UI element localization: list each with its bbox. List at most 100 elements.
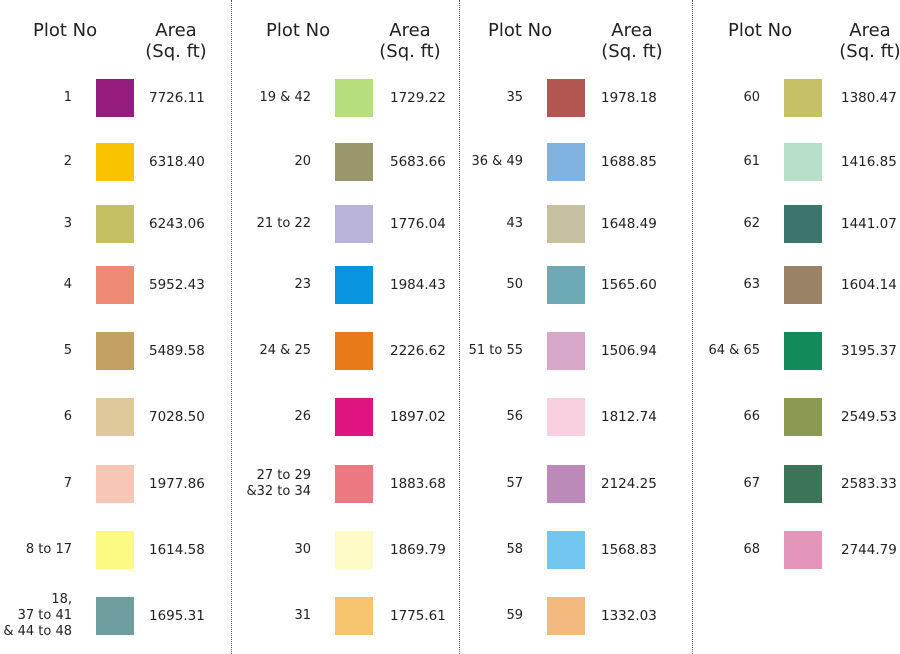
area-value: 2583.33	[841, 476, 897, 492]
color-swatch	[547, 465, 585, 503]
color-swatch	[96, 79, 134, 117]
legend-row: 24 & 25 2226.62	[231, 332, 461, 370]
color-swatch	[784, 332, 822, 370]
legend-row: 36 & 49 1688.85	[459, 143, 689, 181]
color-swatch	[96, 143, 134, 181]
plot-number: 30	[294, 542, 311, 557]
area-header-line2: (Sq. ft)	[145, 41, 207, 62]
plot-number: 61	[743, 154, 760, 169]
plot-number: 58	[506, 542, 523, 557]
area-value: 1883.68	[390, 476, 446, 492]
area-value: 2744.79	[841, 542, 897, 558]
area-header-line1: Area	[389, 20, 431, 41]
area-value: 1648.49	[601, 216, 657, 232]
color-swatch	[784, 465, 822, 503]
area-value: 1380.47	[841, 90, 897, 106]
area-value: 1332.03	[601, 608, 657, 624]
plot-number: 26	[294, 409, 311, 424]
area-header-line1: Area	[611, 20, 653, 41]
plot-no-header: Plot No	[488, 20, 553, 41]
plot-number: 5	[63, 343, 72, 358]
area-value: 1565.60	[601, 277, 657, 293]
legend-row: 51 to 55 1506.94	[459, 332, 689, 370]
color-swatch	[96, 465, 134, 503]
plot-number: 51 to 55	[468, 343, 523, 358]
legend-row: 6 7028.50	[0, 398, 230, 436]
area-value: 1977.86	[149, 476, 205, 492]
color-swatch	[547, 332, 585, 370]
color-swatch	[96, 266, 134, 304]
plot-number: 3	[63, 216, 72, 231]
legend-row: 30 1869.79	[231, 531, 461, 569]
color-swatch	[96, 597, 134, 635]
color-swatch	[547, 531, 585, 569]
plot-number: 67	[743, 476, 760, 491]
plot-number: 23	[294, 277, 311, 292]
area-value: 7028.50	[149, 409, 205, 425]
legend-row: 68 2744.79	[692, 531, 900, 569]
area-header-line1: Area	[155, 20, 197, 41]
area-header: Area (Sq. ft)	[835, 20, 900, 62]
area-value: 5952.43	[149, 277, 205, 293]
legend-row: 64 & 65 3195.37	[692, 332, 900, 370]
color-swatch	[96, 398, 134, 436]
color-swatch	[784, 205, 822, 243]
area-value: 5489.58	[149, 343, 205, 359]
plot-number: 21 to 22	[256, 216, 311, 231]
legend-column-2: Plot No Area (Sq. ft) 19 & 42 1729.22 20 56…	[231, 0, 459, 654]
plot-number: 2	[63, 154, 72, 169]
color-swatch	[335, 143, 373, 181]
plot-number: 64 & 65	[708, 343, 761, 358]
area-header-line1: Area	[849, 20, 891, 41]
plot-number: 4	[63, 277, 72, 292]
area-value: 1604.14	[841, 277, 897, 293]
legend-row: 62 1441.07	[692, 205, 900, 243]
column-divider	[459, 0, 460, 654]
color-swatch	[784, 79, 822, 117]
column-divider	[231, 0, 232, 654]
plot-no-header: Plot No	[266, 20, 331, 41]
plot-number: 24 & 25	[259, 343, 312, 358]
plot-number: 6	[63, 409, 72, 424]
legend-row: 60 1380.47	[692, 79, 900, 117]
legend-row: 26 1897.02	[231, 398, 461, 436]
legend-row: 50 1565.60	[459, 266, 689, 304]
color-swatch	[547, 398, 585, 436]
legend-row: 59 1332.03	[459, 597, 689, 635]
legend-row: 18, 37 to 41 & 44 to 48 1695.31	[0, 592, 230, 639]
area-value: 3195.37	[841, 343, 897, 359]
color-swatch	[335, 205, 373, 243]
plot-number: 31	[294, 608, 311, 623]
plot-number: 19 & 42	[259, 90, 312, 105]
legend-row: 67 2583.33	[692, 465, 900, 503]
plot-number: 18, 37 to 41 & 44 to 48	[3, 592, 72, 639]
area-value: 1978.18	[601, 90, 657, 106]
legend-column-3: Plot No Area (Sq. ft) 35 1978.18 36 & 49 16…	[459, 0, 692, 654]
legend-row: 7 1977.86	[0, 465, 230, 503]
color-swatch	[784, 266, 822, 304]
plot-number: 62	[743, 216, 760, 231]
color-swatch	[784, 531, 822, 569]
area-value: 2226.62	[390, 343, 446, 359]
area-header: Area (Sq. ft)	[597, 20, 667, 62]
area-value: 6318.40	[149, 154, 205, 170]
area-value: 7726.11	[149, 90, 205, 106]
color-swatch	[547, 79, 585, 117]
area-value: 1441.07	[841, 216, 897, 232]
legend-row: 63 1604.14	[692, 266, 900, 304]
plot-number: 68	[743, 542, 760, 557]
area-header: Area (Sq. ft)	[375, 20, 445, 62]
area-value: 1614.58	[149, 542, 205, 558]
color-swatch	[784, 398, 822, 436]
color-swatch	[335, 266, 373, 304]
area-value: 2549.53	[841, 409, 897, 425]
area-value: 1776.04	[390, 216, 446, 232]
legend-row: 27 to 29 &32 to 34 1883.68	[231, 465, 461, 503]
plot-number: 7	[63, 476, 72, 491]
plot-number: 36 & 49	[471, 154, 524, 169]
legend-row: 1 7726.11	[0, 79, 230, 117]
legend-row: 5 5489.58	[0, 332, 230, 370]
legend-row: 43 1648.49	[459, 205, 689, 243]
color-swatch	[547, 143, 585, 181]
legend-row: 23 1984.43	[231, 266, 461, 304]
